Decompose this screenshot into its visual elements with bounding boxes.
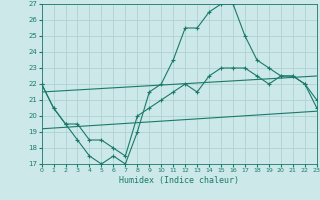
X-axis label: Humidex (Indice chaleur): Humidex (Indice chaleur) <box>119 176 239 185</box>
